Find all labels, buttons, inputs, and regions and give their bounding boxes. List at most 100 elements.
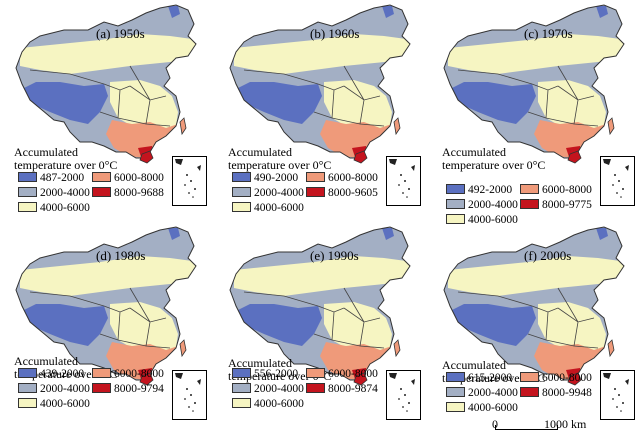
legend-title-line-2: temperature over 0°C [14,158,118,172]
legend-swatch [446,214,465,224]
zone-4000-6000-north [20,34,196,74]
legend-swatch [520,372,539,382]
legend-label: 439-2000 [40,368,85,380]
zone-4000-6000-central [538,80,606,130]
legend-item: 8000-9948 [520,387,592,399]
hainan-island [353,372,368,386]
legend-swatch [232,398,251,408]
legend-item: 2000-4000 [446,387,518,399]
legend-label: 8000-9948 [542,387,592,399]
map-panel: (d) 1980s Accumulated temperature over 0… [0,222,213,443]
legend-title-line-1: Accumulated [14,354,78,368]
panel-title: (c) 1970s [524,26,573,41]
legend-title: Accumulated temperature over 0°C [228,146,331,172]
legend-swatch [306,383,325,393]
legend-label: 6000-8000 [542,372,592,384]
map-panel: (f) 2000s Accumulated temperature over 0… [428,222,641,443]
province-borders [243,287,385,349]
legend-label: 556-2000 [254,368,299,380]
province-borders [29,65,171,127]
legend-label: 6000-8000 [114,172,164,184]
legend-label: 8000-9605 [328,187,378,199]
legend-item: 556-2000 [232,368,298,380]
taiwan-island [607,339,615,358]
zone-4000-6000-central [110,80,178,130]
legend-item: 2000-4000 [18,383,90,395]
inset-islands [603,373,629,412]
legend-swatch [232,368,251,378]
south-china-sea-inset [172,370,207,420]
map-panel: (e) 1990s Accumulated temperature over 0… [214,222,427,443]
hainan-island [139,150,154,164]
zone-487-2000-plateau [234,82,322,124]
zone-4000-6000-north [20,256,196,296]
legend-swatch [18,172,37,182]
hainan-island [139,372,154,386]
legend-swatch [92,172,111,182]
legend-title: Accumulated temperature over 0°C [228,357,331,383]
inset-islands [603,159,629,198]
legend-item: 4000-6000 [232,398,304,410]
china-outline [15,4,197,159]
legend-item: 8000-9874 [306,383,378,395]
legend-swatch [232,383,251,393]
hainan-island [353,150,368,164]
legend-swatch [18,398,37,408]
zone-4000-6000-north [448,256,624,296]
china-map [443,4,625,164]
panel-title: (a) 1950s [96,26,145,41]
province-borders [457,287,599,349]
legend-label: 2000-4000 [40,383,90,395]
zone-487-2000-plateau [20,82,108,124]
map-panel: (a) 1950s Accumulated temperature over 0… [0,0,213,221]
zone-487-2000-plateau [234,304,322,346]
legend-label: 4000-6000 [40,202,90,214]
legend-swatch [232,202,251,212]
scale-bar-line [495,429,557,430]
legend-title: Accumulated temperature over 0°C [442,359,545,385]
legend-title-line-2: temperature over 0°C [442,158,546,172]
legend-label: 2000-4000 [254,383,304,395]
legend-item: 8000-9775 [520,199,592,211]
legend-label: 8000-9688 [114,187,164,199]
legend-swatch [520,184,539,194]
legend-title-line-1: Accumulated [442,358,506,372]
zone-487-2000-plateau [448,82,536,124]
legend-label: 6000-8000 [542,184,592,196]
legend-item: 4000-6000 [18,398,90,410]
legend-item: 6000-8000 [520,184,592,196]
taiwan-island [179,339,187,358]
inset-islands [175,373,201,412]
panel-title: (f) 2000s [524,248,572,263]
legend-swatch [18,202,37,212]
inset-islands [389,159,415,198]
legend-title-line-1: Accumulated [228,356,292,370]
legend-item: 6000-8000 [306,172,378,184]
zone-4000-6000-central [110,302,178,352]
china-outline [229,4,411,159]
legend-label: 4000-6000 [468,214,518,226]
legend-label: 487-2000 [40,172,85,184]
legend-swatch [446,387,465,397]
legend-title-line-2: temperature over 0°C [228,158,332,172]
taiwan-island [179,117,187,136]
legend-label: 8000-9794 [114,383,164,395]
legend-title-line-1: Accumulated [14,145,78,159]
legend-swatch [18,383,37,393]
china-outline [15,226,197,381]
legend-item: 2000-4000 [446,199,518,211]
south-china-sea-inset [386,156,421,206]
legend-label: 4000-6000 [468,402,518,414]
scale-bar-zero: 0 [492,417,498,431]
china-map [443,226,625,386]
legend-item: 6000-8000 [520,372,592,384]
zone-487-2000-northeast [382,6,394,18]
legend-item: 2000-4000 [232,187,304,199]
legend-title-line-2: temperature over 0°C [228,369,332,383]
hainan-island [567,150,582,164]
legend-item: 4000-6000 [446,214,518,226]
legend-swatch [446,199,465,209]
scale-bar: 0 1000 km [492,417,632,440]
zone-487-2000-northeast [596,228,608,240]
legend-swatch [92,368,111,378]
